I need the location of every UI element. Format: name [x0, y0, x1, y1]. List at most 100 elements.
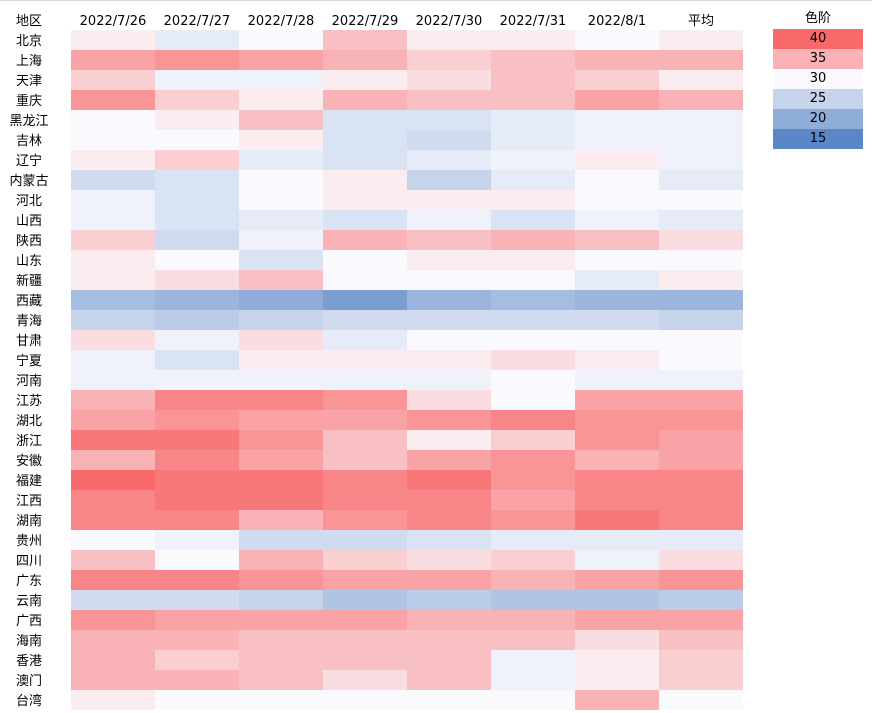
heatmap-cell	[71, 130, 155, 150]
heatmap-cell	[407, 550, 491, 570]
heatmap-cell	[71, 210, 155, 230]
heatmap-cell	[155, 410, 239, 430]
heatmap-cell	[239, 490, 323, 510]
heatmap-cell	[407, 530, 491, 550]
heatmap-cell	[71, 430, 155, 450]
heatmap-cell	[575, 410, 659, 430]
legend-swatch: 35	[773, 49, 863, 69]
heatmap-cell	[323, 350, 407, 370]
heatmap-cell	[323, 50, 407, 70]
heatmap-cell	[323, 30, 407, 50]
heatmap-cell	[71, 270, 155, 290]
heatmap-cell	[323, 90, 407, 110]
heatmap-cell	[659, 150, 743, 170]
heatmap-cell	[239, 30, 323, 50]
heatmap-cell	[323, 290, 407, 310]
heatmap-cell	[407, 270, 491, 290]
heatmap-cell	[659, 350, 743, 370]
heatmap-cell	[659, 130, 743, 150]
heatmap-cell	[407, 450, 491, 470]
heatmap-cell	[155, 630, 239, 650]
heatmap-cell	[155, 270, 239, 290]
heatmap-cell	[575, 350, 659, 370]
heatmap-cell	[71, 250, 155, 270]
column-header: 2022/7/31	[500, 14, 567, 29]
heatmap-cell	[71, 50, 155, 70]
heatmap-cell	[155, 550, 239, 570]
heatmap-cell	[239, 610, 323, 630]
heatmap-cell	[491, 210, 575, 230]
heatmap-cell	[491, 650, 575, 670]
row-label: 江苏	[16, 393, 42, 409]
heatmap-cell	[575, 390, 659, 410]
heatmap-cell	[491, 250, 575, 270]
heatmap-cell	[575, 510, 659, 530]
heatmap-cell	[239, 670, 323, 690]
heatmap-cell	[239, 230, 323, 250]
heatmap-cell	[239, 270, 323, 290]
heatmap-cell	[575, 190, 659, 210]
heatmap-cell	[575, 590, 659, 610]
heatmap-cell	[659, 430, 743, 450]
heatmap-cell	[71, 390, 155, 410]
heatmap-cell	[407, 630, 491, 650]
heatmap-cell	[659, 570, 743, 590]
heatmap-cell	[659, 550, 743, 570]
heatmap-cell	[71, 150, 155, 170]
heatmap-cell	[71, 590, 155, 610]
heatmap-cell	[659, 190, 743, 210]
heatmap-cell	[239, 70, 323, 90]
heatmap-cell	[407, 610, 491, 630]
heatmap-cell	[491, 430, 575, 450]
heatmap-cell	[239, 370, 323, 390]
heatmap-cell	[155, 610, 239, 630]
heatmap-cell	[407, 70, 491, 90]
heatmap-cell	[659, 170, 743, 190]
heatmap-cell	[407, 390, 491, 410]
heatmap-cell	[575, 530, 659, 550]
row-label: 重庆	[16, 93, 42, 109]
legend-swatch: 15	[773, 129, 863, 149]
heatmap-cell	[71, 410, 155, 430]
heatmap-cell	[575, 170, 659, 190]
row-label: 台湾	[16, 693, 42, 709]
heatmap-cell	[239, 550, 323, 570]
heatmap-cell	[71, 610, 155, 630]
heatmap-cell	[491, 350, 575, 370]
heatmap-cell	[407, 230, 491, 250]
heatmap-cell	[407, 30, 491, 50]
heatmap-cell	[659, 330, 743, 350]
heatmap-cell	[71, 690, 155, 710]
legend-swatch: 25	[773, 89, 863, 109]
heatmap-cell	[491, 690, 575, 710]
heatmap-cell	[407, 250, 491, 270]
heatmap-cell	[239, 250, 323, 270]
column-header: 平均	[688, 14, 714, 29]
row-label: 福建	[16, 474, 42, 489]
heatmap-cell	[407, 190, 491, 210]
heatmap-cell	[323, 210, 407, 230]
heatmap-cell	[323, 570, 407, 590]
heatmap-cell	[407, 470, 491, 490]
heatmap-cell	[323, 250, 407, 270]
heatmap-cell	[659, 230, 743, 250]
heatmap-cell	[491, 90, 575, 110]
heatmap-cell	[239, 590, 323, 610]
column-header: 2022/7/27	[164, 14, 231, 29]
heatmap-cell	[323, 530, 407, 550]
row-label: 新疆	[16, 273, 42, 289]
heatmap-cell	[659, 630, 743, 650]
row-label: 黑龙江	[9, 114, 48, 129]
heatmap-cell	[659, 490, 743, 510]
heatmap-cell	[323, 690, 407, 710]
heatmap-cell	[491, 530, 575, 550]
legend-swatch: 30	[773, 69, 863, 89]
heatmap-cell	[491, 490, 575, 510]
heatmap-cell	[71, 550, 155, 570]
heatmap-cell	[407, 110, 491, 130]
heatmap-cell	[575, 550, 659, 570]
heatmap-cell	[575, 70, 659, 90]
heatmap-cell	[155, 670, 239, 690]
heatmap-cell	[323, 470, 407, 490]
row-label: 西藏	[16, 294, 42, 309]
